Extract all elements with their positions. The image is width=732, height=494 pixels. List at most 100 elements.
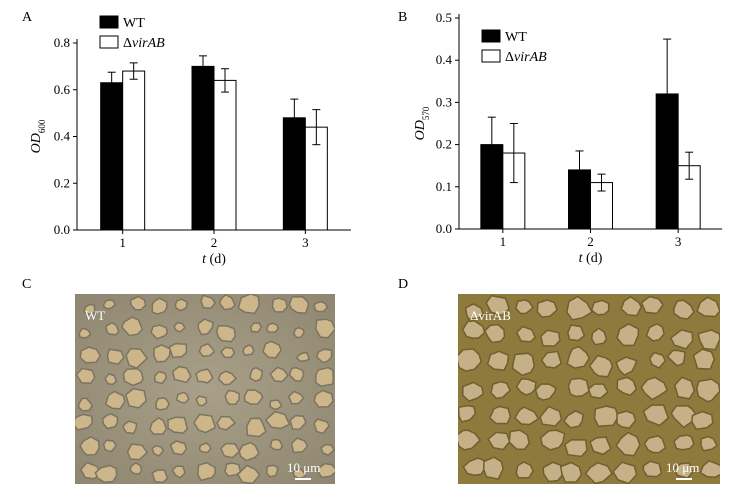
chart-a: 0.0 0.2 0.4 0.6 0.8 1 2 3 t (d) OD600 WT ΔvirAB bbox=[29, 15, 351, 267]
micrograph-wt-cell bbox=[149, 416, 168, 435]
micrograph-virab-cell bbox=[487, 431, 511, 451]
micrograph-virab-cell bbox=[464, 303, 485, 321]
micrograph-virab-cell bbox=[564, 438, 588, 458]
micrograph-wt-cell bbox=[122, 420, 138, 435]
micrograph-virab-cell bbox=[566, 345, 591, 369]
chart-b-y-axis-label: OD570 bbox=[413, 106, 431, 140]
micrograph-wt-cell bbox=[168, 342, 188, 359]
micrograph-wt-cell bbox=[313, 300, 329, 313]
chart-a-y-tick-label: 0.0 bbox=[54, 222, 70, 237]
chart-a-bar-virab-1 bbox=[122, 70, 146, 231]
micrograph-wt-cell bbox=[243, 389, 264, 405]
micrograph-virab-cell bbox=[567, 324, 586, 342]
chart-a-x-tick-label: 1 bbox=[119, 235, 126, 250]
micrograph-wt-cell bbox=[224, 462, 242, 477]
micrograph-wt-cell bbox=[288, 296, 310, 315]
micrograph-wt-cell bbox=[265, 464, 279, 478]
micrograph-virab-cell bbox=[483, 456, 504, 480]
micrograph-wt-cell bbox=[264, 410, 291, 430]
micrograph-wt-cell bbox=[217, 370, 237, 386]
micrograph-virab-cell bbox=[673, 434, 695, 451]
micrograph-virab-cell bbox=[593, 405, 620, 428]
panel-letter-c: C bbox=[22, 277, 32, 292]
micrograph-virab-cell bbox=[696, 296, 720, 318]
micrograph-wt-cell bbox=[121, 316, 144, 337]
micrograph-virab-cell bbox=[515, 461, 534, 479]
chart-b-y-tick-label: 0.5 bbox=[436, 10, 452, 25]
micrograph-virab-cell bbox=[697, 329, 720, 351]
micrograph-virab-cell bbox=[542, 461, 563, 483]
micrograph-wt-cell bbox=[77, 397, 94, 412]
micrograph-virab-cell bbox=[562, 410, 584, 429]
micrograph-wt-cell bbox=[104, 390, 126, 410]
micrograph-virab-cell bbox=[615, 431, 641, 457]
chart-a-bar-virab-2 bbox=[213, 79, 237, 231]
micrograph-virab-label: ΔvirAB bbox=[470, 308, 511, 323]
micrograph-wt-cell bbox=[171, 465, 186, 479]
micrograph-wt-cell bbox=[105, 321, 120, 336]
micrograph-virab-cell bbox=[691, 410, 714, 431]
micrograph-virab-cell bbox=[673, 376, 696, 400]
micrograph-wt-cell bbox=[313, 389, 334, 408]
micrograph-wt-cell bbox=[216, 415, 237, 431]
chart-a-y-tick-label: 0.8 bbox=[54, 35, 70, 50]
chart-a-legend-swatch-virab bbox=[99, 35, 119, 49]
micrograph-wt-cell bbox=[249, 322, 263, 333]
micrograph-wt-cell bbox=[195, 368, 214, 384]
micrograph-wt-cell bbox=[155, 397, 171, 411]
micrograph-wt-cell bbox=[193, 413, 217, 434]
micrograph-wt-cell bbox=[220, 442, 241, 459]
micrograph-wt-cell bbox=[153, 370, 168, 385]
micrograph-wt-cell bbox=[174, 298, 188, 312]
micrograph-wt-cell bbox=[200, 294, 216, 309]
micrograph-wt-cell bbox=[292, 326, 305, 339]
micrograph-virab-cell bbox=[567, 377, 590, 398]
chart-a-bar-wt-1 bbox=[100, 82, 124, 231]
micrograph-virab-cell bbox=[640, 376, 669, 401]
micrograph-virab-cell bbox=[486, 350, 510, 372]
micrograph-virab-cell bbox=[515, 378, 537, 396]
chart-a-legend-swatch-wt bbox=[99, 15, 119, 29]
micrograph-wt-cell bbox=[169, 440, 188, 456]
scale-bar-c bbox=[295, 478, 311, 480]
micrograph-wt-cell bbox=[313, 418, 330, 435]
chart-b-y-tick-label: 0.4 bbox=[436, 52, 453, 67]
micrograph-virab-cell bbox=[539, 329, 561, 347]
micrograph-wt-cell bbox=[79, 346, 102, 364]
micrograph-wt-cell bbox=[218, 294, 237, 311]
micrograph-virab-cell bbox=[458, 404, 477, 423]
micrograph-wt-cell bbox=[269, 366, 289, 383]
micrograph-wt-cell bbox=[104, 373, 118, 386]
micrograph-wt-cell bbox=[269, 438, 284, 451]
micrograph-wt-cell bbox=[224, 389, 240, 406]
micrograph-virab-cell bbox=[642, 404, 670, 427]
micrograph-virab-cell bbox=[508, 429, 531, 450]
chart-b-x-tick-label: 1 bbox=[500, 234, 507, 249]
micrograph-wt-image bbox=[75, 294, 335, 484]
micrograph-wt-cell bbox=[196, 461, 216, 482]
micrograph-wt-cell bbox=[314, 318, 335, 339]
micrograph-virab-cell bbox=[700, 435, 718, 452]
micrograph-virab-cell bbox=[488, 405, 512, 425]
micrograph-wt-cell bbox=[103, 299, 116, 310]
micrograph-virab-cell bbox=[615, 356, 638, 376]
micrograph-virab-cell bbox=[513, 406, 540, 426]
chart-b-y-tick-label: 0.3 bbox=[436, 94, 452, 109]
scale-bar-label-c: 10 μm bbox=[287, 460, 321, 475]
micrograph-wt-cell bbox=[173, 322, 186, 333]
micrograph-virab-cell bbox=[590, 327, 608, 346]
micrograph-virab-cell bbox=[588, 354, 614, 378]
micrograph-virab-cell bbox=[458, 348, 483, 372]
micrograph-virab-cell bbox=[514, 299, 535, 315]
chart-a-x-tick-label: 3 bbox=[302, 235, 309, 250]
chart-a-y-tick-label: 0.6 bbox=[54, 82, 71, 97]
micrograph-wt-cell bbox=[215, 325, 237, 343]
chart-b-x-axis-label: t (d) bbox=[579, 251, 603, 266]
micrograph-wt-cell bbox=[242, 344, 255, 356]
micrograph-wt-cell bbox=[78, 327, 92, 339]
micrograph-wt-cell bbox=[102, 439, 118, 453]
micrograph-virab-cell bbox=[566, 295, 594, 321]
micrograph-wt-cell bbox=[175, 391, 190, 404]
micrograph-wt-cell bbox=[124, 387, 148, 409]
micrograph-wt-cell bbox=[106, 348, 125, 366]
